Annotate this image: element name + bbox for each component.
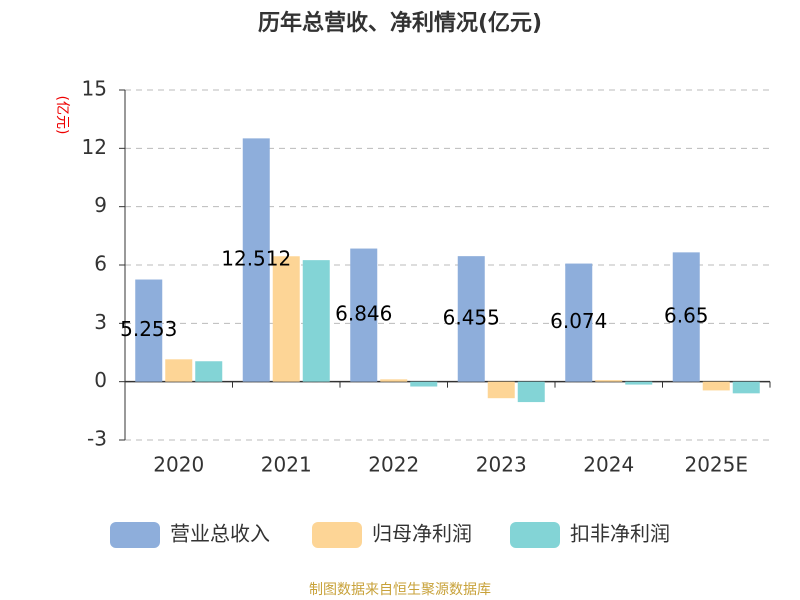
data-label: 12.512 [221,247,291,271]
x-tick-label: 2020 [153,453,204,477]
y-tick-label: -3 [87,427,107,451]
data-label: 6.074 [550,309,607,333]
x-tick-label: 2024 [583,453,634,477]
bar [302,260,330,382]
chart-title: 历年总营收、净利情况(亿元) [258,10,542,36]
bar [732,381,760,394]
data-label: 6.846 [335,302,392,326]
bar [487,381,515,399]
bar [457,256,485,382]
legend-swatch [510,522,560,548]
legend-label: 扣非净利润 [570,522,670,546]
legend-label: 归母净利润 [372,522,472,546]
bar [625,381,653,385]
bar [410,381,438,387]
data-label: 6.455 [443,305,500,329]
bar [565,263,593,382]
y-tick-label: 9 [94,193,107,217]
bar [272,256,300,382]
bar [380,379,408,382]
bar [135,279,163,382]
bar [242,138,270,382]
bar [672,252,700,382]
y-tick-label: 15 [82,77,107,101]
data-label: 5.253 [120,317,177,341]
bar [702,381,730,391]
legend-swatch [110,522,160,548]
legend-label: 营业总收入 [170,522,270,546]
y-tick-label: 3 [94,310,107,334]
bar [595,380,623,382]
x-tick-label: 2023 [476,453,527,477]
x-tick-label: 2022 [368,453,419,477]
y-tick-label: 6 [94,252,107,276]
x-tick-label: 2021 [261,453,312,477]
bar [517,381,545,403]
legend-swatch [312,522,362,548]
data-label: 6.65 [664,304,709,328]
bar [350,248,378,382]
y-axis-label: (亿元) [54,96,70,135]
bar [165,359,193,382]
source-note: 制图数据来自恒生聚源数据库 [309,582,491,598]
y-tick-label: 0 [94,368,107,392]
x-tick-label: 2025E [684,453,748,477]
y-tick-label: 12 [82,135,107,159]
bar [195,361,223,382]
